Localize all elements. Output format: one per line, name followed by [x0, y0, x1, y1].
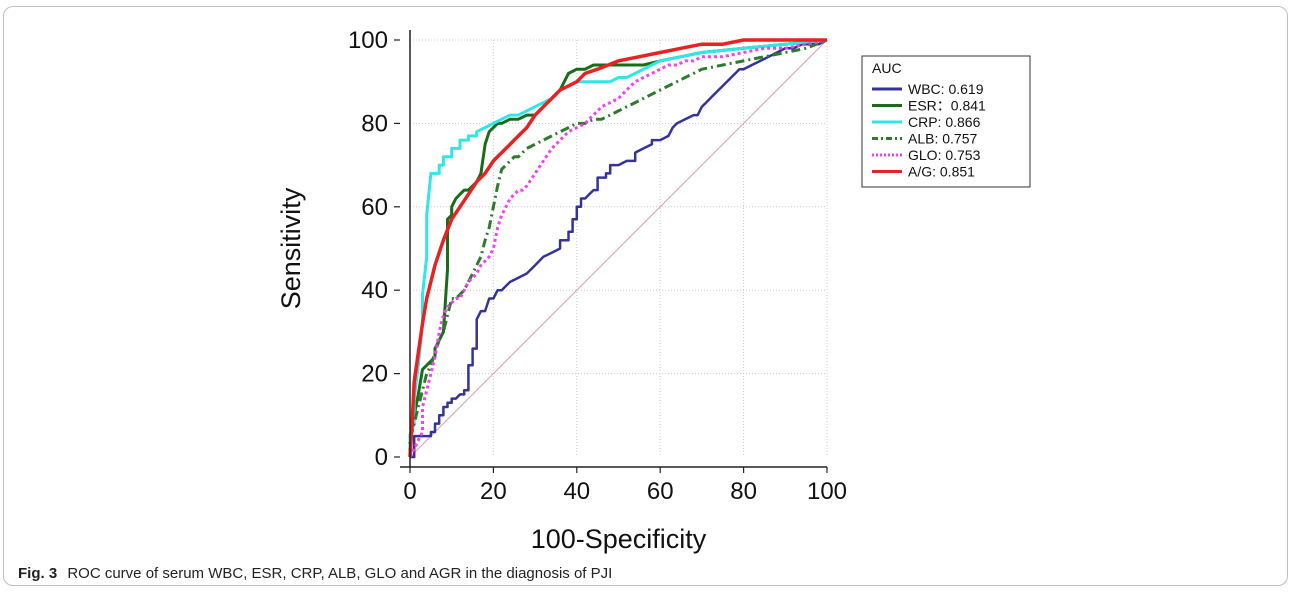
legend-label-3: ALB: 0.757 — [908, 131, 977, 147]
y-tick-label: 0 — [375, 444, 388, 471]
grid-lines — [410, 39, 828, 457]
figure-frame — [3, 6, 1288, 586]
x-axis-label: 100-Specificity — [531, 524, 707, 554]
figure-caption: Fig. 3 ROC curve of serum WBC, ESR, CRP,… — [18, 565, 612, 582]
x-tick-label: 20 — [480, 478, 507, 505]
legend-label-0: WBC: 0.619 — [908, 81, 984, 97]
series-line-3 — [408, 38, 828, 457]
y-tick-label: 80 — [361, 110, 388, 137]
x-tick-label: 40 — [563, 478, 590, 505]
legend-label-5: A/G: 0.851 — [908, 164, 975, 180]
legend-title: AUC — [872, 60, 902, 76]
series-line-2 — [408, 38, 828, 457]
figure-caption-text: ROC curve of serum WBC, ESR, CRP, ALB, G… — [67, 565, 613, 582]
series-line-4 — [408, 38, 828, 458]
series-line-5 — [408, 38, 827, 458]
y-tick-label: 20 — [361, 361, 388, 388]
tick-labels: 0 20 40 60 80 100 0 20 40 60 80 100 — [348, 27, 847, 505]
axes — [400, 30, 827, 468]
legend-label-1: ESR：0.841 — [908, 98, 986, 114]
y-tick-label: 60 — [361, 194, 388, 221]
roc-chart: 0 20 40 60 80 100 0 20 40 60 80 100 100-Specificity… — [276, 27, 1031, 554]
y-tick-label: 100 — [348, 27, 388, 54]
series-line-0 — [410, 38, 828, 459]
x-tick-label: 100 — [807, 478, 847, 505]
figure-label: Fig. 3 — [18, 565, 58, 582]
y-tick-label: 40 — [361, 277, 388, 304]
reference-diagonal — [409, 39, 828, 458]
legend-label-2: CRP: 0.866 — [908, 114, 981, 130]
legend-label-4: GLO: 0.753 — [908, 147, 981, 163]
series-group — [408, 38, 828, 459]
series-line-1 — [408, 38, 828, 457]
x-tick-label: 80 — [730, 478, 757, 505]
x-tick-label: 0 — [403, 478, 416, 505]
x-tick-label: 60 — [647, 478, 674, 505]
y-axis-label: Sensitivity — [276, 187, 306, 309]
